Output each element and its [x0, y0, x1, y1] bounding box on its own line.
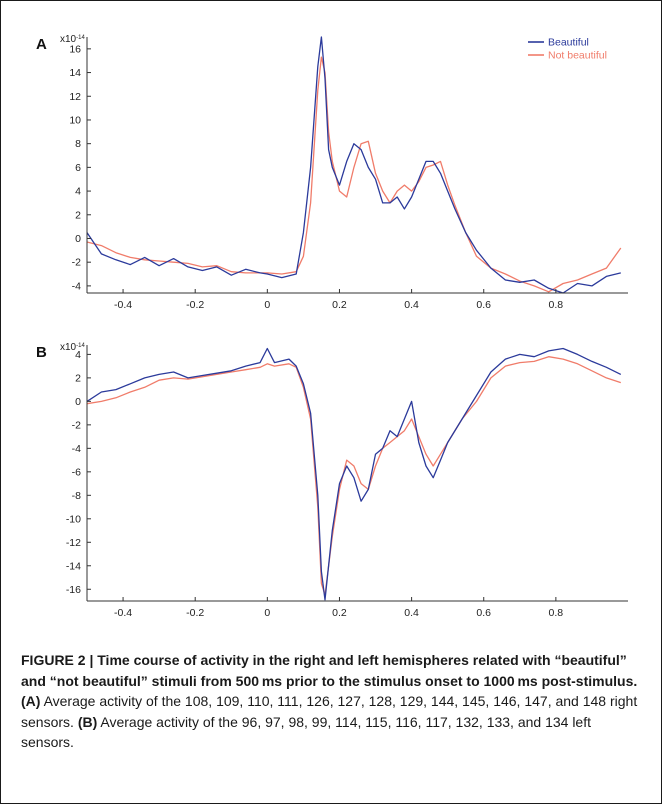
panel-a-x-tick-label: 0.6 — [476, 299, 491, 311]
panel-b-y-tick-label: -14 — [66, 560, 81, 572]
panel-b-y-tick-label: 2 — [75, 372, 81, 384]
panel-b-x-tick-label: -0.4 — [114, 607, 132, 619]
panel-b-y-tick-label: -16 — [66, 584, 81, 596]
panel-b-x-tick-label: 0.8 — [549, 607, 564, 619]
panel-a-y-tick-label: -2 — [72, 257, 81, 269]
panel-b-scale-label: x10-14 — [60, 342, 85, 353]
legend-entry-beautiful: Beautiful — [548, 37, 589, 49]
panel-a-y-tick-label: 14 — [69, 67, 81, 79]
panel-b-x-tick-label: 0 — [264, 607, 270, 619]
panel-a-label: A — [36, 36, 47, 53]
panel-b-y-tick-label: -6 — [72, 466, 81, 478]
panel-b-x-tick-label: 0.2 — [332, 607, 347, 619]
panel-a-x-tick-label: 0.8 — [549, 299, 564, 311]
panel-b-y-tick-label: 0 — [75, 396, 81, 408]
panel-b-y-tick-label: -10 — [66, 513, 81, 525]
panel-a-y-tick-label: 0 — [75, 233, 81, 245]
panel-b-scale-base: x10 — [60, 342, 77, 353]
caption-label-b: (B) — [78, 714, 97, 730]
panel-b-chart: B x10-14 4 2 0 -2 -4 -6 -8 -10 -12 -14 -16 -0.4 -0.2… — [36, 342, 628, 619]
panel-b-label: B — [36, 344, 47, 361]
panel-b-y-tick-label: -4 — [72, 443, 81, 455]
panel-a-x-tick-label: -0.4 — [114, 299, 132, 311]
panel-a-y-tick-label: 8 — [75, 138, 81, 150]
caption-title: FIGURE 2 | Time course of activity in th… — [21, 652, 637, 689]
panel-b-y-tick-label: -8 — [72, 490, 81, 502]
panel-a-y-tick-label: 2 — [75, 209, 81, 221]
panel-a-y-tick-label: 4 — [75, 186, 81, 198]
caption-text-b: Average activity of the 96, 97, 98, 99, … — [21, 714, 591, 751]
legend-entry-not-beautiful: Not beautiful — [548, 50, 607, 62]
panel-b-plot-area — [87, 345, 628, 601]
panel-b-y-tick-label: -2 — [72, 419, 81, 431]
panel-b-x-tick-label: 0.6 — [476, 607, 491, 619]
panel-a-y-tick-label: 6 — [75, 162, 81, 174]
panel-a-y-tick-label: -4 — [72, 280, 81, 292]
panel-a-plot-area — [87, 37, 628, 293]
panel-a-x-tick-label: 0 — [264, 299, 270, 311]
panel-a-x-tick-label: 0.4 — [404, 299, 419, 311]
panel-b-y-tick-label: -12 — [66, 537, 81, 549]
panel-a-x-tick-label: 0.2 — [332, 299, 347, 311]
panel-a-scale-exponent: -14 — [76, 35, 85, 41]
panel-a-y-tick-label: 16 — [69, 43, 81, 55]
panel-b-x-tick-label: -0.2 — [186, 607, 204, 619]
panel-b-y-tick-label: 4 — [75, 349, 81, 361]
panel-b-x-tick-label: 0.4 — [404, 607, 419, 619]
panel-a-x-tick-label: -0.2 — [186, 299, 204, 311]
panel-a-y-tick-label: 12 — [69, 91, 81, 103]
panel-a-y-tick-label: 10 — [69, 114, 81, 126]
caption-label-a: (A) — [21, 693, 40, 709]
figure-caption: FIGURE 2 | Time course of activity in th… — [21, 650, 646, 753]
